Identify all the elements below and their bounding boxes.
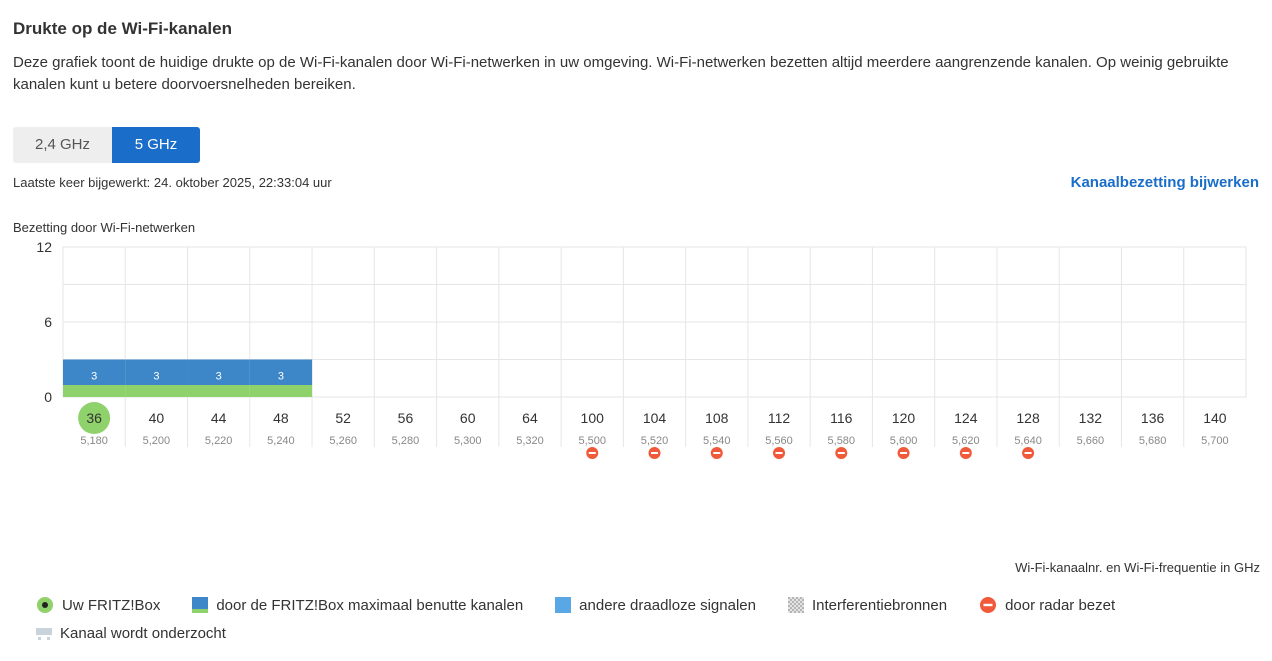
fritzbox-channel-band <box>187 385 250 397</box>
x-tick-label: 52 <box>335 410 351 426</box>
legend-label: door de FRITZ!Box maximaal benutte kanal… <box>216 596 524 614</box>
bar <box>63 359 126 385</box>
x-tick-label: 132 <box>1079 410 1103 426</box>
frequency-label: 5,540 <box>703 435 731 447</box>
x-tick-label: 116 <box>830 410 853 426</box>
frequency-label: 5,300 <box>454 435 482 447</box>
x-tick-label: 124 <box>954 410 978 426</box>
frequency-label: 5,240 <box>267 435 295 447</box>
radar-marker-bar <box>713 452 721 454</box>
y-tick-label: 6 <box>44 314 52 330</box>
legend-item-radar: door radar bezet <box>979 596 1115 614</box>
chart-title: Bezetting door Wi-Fi-netwerken <box>13 220 196 235</box>
frequency-label: 5,580 <box>828 435 856 447</box>
frequency-label: 5,220 <box>205 435 233 447</box>
x-tick-label: 60 <box>460 410 476 426</box>
data-label: 3 <box>216 371 222 383</box>
frequency-label: 5,620 <box>952 435 980 447</box>
radar-marker-bar <box>1024 452 1032 454</box>
fritzbox-channel-band <box>63 385 126 397</box>
current-channel-marker <box>78 402 111 434</box>
band-toggle: 2,4 GHz 5 GHz <box>13 127 200 163</box>
legend-label: Kanaal wordt onderzocht <box>60 624 226 642</box>
fritzbox-channels-icon <box>192 597 209 613</box>
x-tick-label: 36 <box>86 410 102 426</box>
legend-item-fritzbox: Uw FRITZ!Box <box>36 596 160 614</box>
x-tick-label: 104 <box>643 410 667 426</box>
page-description: Deze grafiek toont de huidige drukte op … <box>13 54 1229 93</box>
legend: Uw FRITZ!Box door de FRITZ!Box maximaal … <box>36 594 1236 650</box>
x-tick-label: 128 <box>1016 410 1040 426</box>
frequency-label: 5,680 <box>1139 435 1167 447</box>
data-label: 3 <box>278 371 284 383</box>
update-channel-usage-link[interactable]: Kanaalbezetting bijwerken <box>1070 174 1259 191</box>
x-tick-label: 40 <box>149 410 165 426</box>
legend-item-fritzbox-channels: door de FRITZ!Box maximaal benutte kanal… <box>192 597 523 614</box>
frequency-label: 5,320 <box>516 435 544 447</box>
x-tick-label: 64 <box>522 410 538 426</box>
frequency-label: 5,260 <box>329 435 357 447</box>
frequency-label: 5,180 <box>80 435 108 447</box>
radar-marker-bar <box>962 452 970 454</box>
frequency-label: 5,520 <box>641 435 669 447</box>
fritzbox-channel-band <box>125 385 188 397</box>
frequency-label: 5,560 <box>765 435 793 447</box>
frequency-label: 5,500 <box>578 435 606 447</box>
x-tick-label: 140 <box>1203 410 1227 426</box>
frequency-label: 5,640 <box>1014 435 1042 447</box>
bar <box>187 359 250 385</box>
legend-item-channel-scan: Kanaal wordt onderzocht <box>36 625 226 642</box>
legend-label: Uw FRITZ!Box <box>62 596 161 614</box>
radar-marker-bar <box>651 452 658 454</box>
x-tick-label: 136 <box>1141 410 1165 426</box>
x-tick-label: 48 <box>273 410 289 426</box>
legend-label: door radar bezet <box>1005 596 1116 614</box>
radar-marker-bar <box>837 452 845 454</box>
legend-item-interference: Interferentiebronnen <box>787 596 948 614</box>
y-tick-label: 12 <box>36 239 52 255</box>
fritzbox-channel-band <box>249 385 313 397</box>
x-tick-label: 112 <box>768 410 791 426</box>
legend-label: Interferentiebronnen <box>811 596 948 614</box>
radar-marker-bar <box>775 452 783 454</box>
wireless-signals-icon <box>555 597 572 613</box>
y-tick-label: 0 <box>44 389 52 405</box>
legend-item-wireless-signals: andere draadloze signalen <box>555 597 756 614</box>
page-title: Drukte op de Wi-Fi-kanalen <box>13 19 232 38</box>
frequency-label: 5,600 <box>890 435 918 447</box>
radar-marker-bar <box>588 452 596 454</box>
frequency-label: 5,200 <box>143 435 171 447</box>
fritzbox-dot-icon <box>37 597 53 613</box>
x-tick-label: 44 <box>211 410 227 426</box>
interference-icon <box>787 597 804 613</box>
x-tick-label: 100 <box>581 410 605 426</box>
data-label: 3 <box>91 371 97 383</box>
frequency-label: 5,660 <box>1077 435 1105 447</box>
legend-label: andere draadloze signalen <box>579 596 756 614</box>
radar-icon <box>980 597 997 613</box>
x-tick-label: 120 <box>892 410 916 426</box>
band-24ghz-button[interactable]: 2,4 GHz <box>13 127 112 163</box>
channel-scan-icon <box>36 628 52 640</box>
frequency-label: 5,280 <box>392 435 420 447</box>
radar-marker-bar <box>900 452 908 454</box>
x-tick-label: 108 <box>705 410 729 426</box>
bar <box>249 359 313 385</box>
last-updated-text: Laatste keer bijgewerkt: 24. oktober 202… <box>13 175 332 190</box>
data-label: 3 <box>153 371 159 383</box>
frequency-label: 5,700 <box>1201 435 1229 447</box>
x-axis-caption: Wi-Fi-kanaalnr. en Wi-Fi-frequentie in G… <box>1015 560 1260 575</box>
x-tick-label: 56 <box>398 410 414 426</box>
channel-usage-chart: 0 6 12 3 3 3 3 36 5,180 40 5,200 44 5,220 48 5,240 52 5,… <box>36 239 1247 459</box>
band-5ghz-button[interactable]: 5 GHz <box>112 127 200 163</box>
bar <box>125 359 188 385</box>
